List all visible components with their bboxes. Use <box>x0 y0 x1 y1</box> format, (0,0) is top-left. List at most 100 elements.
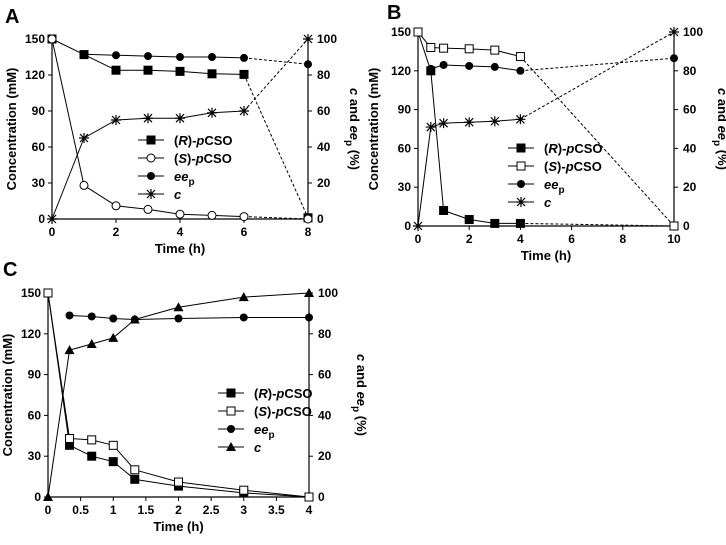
data-point-c <box>425 122 436 133</box>
x-tick-label: 1.5 <box>138 503 155 517</box>
data-point-c <box>413 221 423 231</box>
x-tick-label: 3 <box>240 503 247 517</box>
data-point-r-pcso <box>143 65 153 75</box>
legend-label-s-pcso: (S)-pCSO <box>254 404 312 419</box>
x-tick-label: 2 <box>113 225 120 239</box>
series-line-segment <box>83 184 117 207</box>
data-point-c <box>43 492 53 501</box>
series-line-segment <box>51 38 85 56</box>
data-point-s-pcso <box>439 43 449 53</box>
series-line-segment <box>83 54 117 71</box>
series-ee-p <box>426 54 678 75</box>
series-line-segment <box>520 31 675 120</box>
series-c <box>43 288 314 501</box>
series-line-segment <box>134 469 179 483</box>
series-line-segment <box>520 222 675 227</box>
series-line-segment <box>179 213 213 216</box>
series-line-segment <box>443 64 470 67</box>
series-s-pcso <box>43 288 314 502</box>
legend-label-r-pcso: (R)-pCSO <box>544 141 603 156</box>
legend-marker-ee-p <box>147 172 155 180</box>
y2-tick-label: 60 <box>318 368 332 382</box>
series-line-segment <box>211 110 245 114</box>
legend-label-r-pcso: (R)-pCSO <box>174 133 233 148</box>
y-tick-label: 60 <box>28 408 42 422</box>
x-tick-label: 4 <box>517 232 524 246</box>
series-line-segment <box>520 56 675 227</box>
data-point-ee-p <box>439 60 448 69</box>
y2-tick-label: 20 <box>317 176 331 190</box>
y-tick-label: 60 <box>32 140 46 154</box>
x-axis-label: Time (h) <box>521 248 571 263</box>
series-line-segment <box>134 306 179 321</box>
legend-label-c: c <box>254 440 262 455</box>
x-tick-label: 3.5 <box>268 503 285 517</box>
legend-marker-r-pcso <box>226 388 236 398</box>
series-line-segment <box>243 57 309 65</box>
y2-tick-label: 40 <box>683 141 697 155</box>
data-point-s-pcso <box>130 465 140 475</box>
data-point-c <box>86 339 97 348</box>
legend-marker-s-pcso <box>516 161 526 171</box>
series-line-segment <box>115 205 149 210</box>
legend-label-s-pcso: (S)-pCSO <box>544 159 602 174</box>
data-point-c <box>207 107 217 118</box>
data-point-s-pcso <box>303 214 313 224</box>
x-tick-label: 2.5 <box>203 503 220 517</box>
legend-marker-c <box>226 442 236 451</box>
y-axis-label: Concentration (mM) <box>366 68 381 191</box>
y-axis-label: Concentration (mM) <box>0 334 15 457</box>
x-tick-label: 6 <box>241 225 248 239</box>
data-point-c <box>669 27 679 37</box>
data-point-r-pcso <box>464 215 474 225</box>
legend-marker-ee-p <box>227 425 235 433</box>
data-point-ee-p <box>109 314 118 323</box>
y2-tick-label: 60 <box>317 104 331 118</box>
legend-label-c: c <box>174 187 182 202</box>
y-tick-label: 90 <box>32 104 46 118</box>
x-axis-label: Time (h) <box>153 519 203 534</box>
y-tick-label: 120 <box>21 327 41 341</box>
data-point-c <box>239 106 249 116</box>
data-point-c <box>129 314 140 324</box>
panel-letter: B <box>387 2 401 24</box>
y2-tick-label: 60 <box>683 103 697 117</box>
series-line-segment <box>243 74 309 219</box>
legend-marker-c <box>146 189 156 199</box>
series-line-segment <box>211 73 245 75</box>
data-point-ee-p <box>465 61 474 70</box>
data-point-s-pcso <box>239 212 249 222</box>
y2-tick-label: 20 <box>683 180 697 194</box>
series-line-segment <box>417 126 432 227</box>
data-point-s-pcso <box>413 27 423 37</box>
x-axis-label: Time (h) <box>155 241 205 256</box>
data-point-r-pcso <box>130 474 140 484</box>
series-line-segment <box>134 478 179 487</box>
x-tick-label: 4 <box>306 503 313 517</box>
series-line-segment <box>83 53 117 56</box>
panel-c: C0 0.5 1 1.5 2 2.5 3 3.5 40306090120150020406080… <box>0 259 369 534</box>
y-tick-label: 120 <box>25 68 45 82</box>
data-point-s-pcso <box>87 435 97 445</box>
data-point-r-pcso <box>207 69 217 79</box>
x-tick-label: 1 <box>110 503 117 517</box>
series-line-segment <box>520 57 675 72</box>
series-line-segment <box>243 489 310 498</box>
data-point-r-pcso <box>111 65 121 75</box>
data-point-s-pcso <box>143 204 153 214</box>
y2-tick-label: 40 <box>317 140 331 154</box>
y2-axis-label: c and eep (%) <box>350 354 369 436</box>
y-tick-label: 90 <box>398 103 412 117</box>
x-tick-label: 8 <box>305 225 312 239</box>
data-point-r-pcso <box>175 66 185 76</box>
y2-tick-label: 40 <box>318 408 332 422</box>
data-point-r-pcso <box>239 69 249 79</box>
data-point-c <box>47 214 57 224</box>
series-c <box>47 34 313 224</box>
series-ee-p <box>80 50 312 69</box>
data-point-c <box>173 302 184 312</box>
legend-marker-r-pcso <box>146 135 156 145</box>
series-line-segment <box>47 350 71 498</box>
